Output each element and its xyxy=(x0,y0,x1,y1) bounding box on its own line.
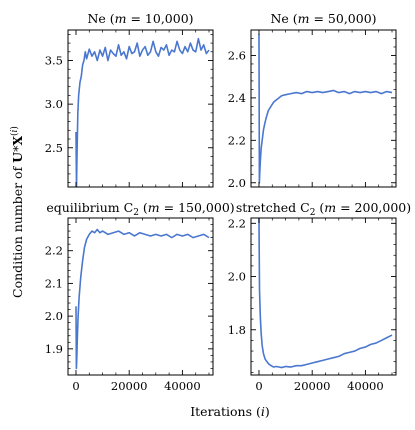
y-tick-label: 2.0 xyxy=(228,176,246,190)
y-tick-label: 1.8 xyxy=(228,323,246,337)
panel-title-3: equilibrium C2 (m = 150,000) xyxy=(46,200,234,218)
panel-1: 2.5 3.0 3.5 xyxy=(45,29,214,188)
y-tick-label: 3.0 xyxy=(45,97,63,111)
y-tick-label: 1.9 xyxy=(45,342,63,356)
series-line-1 xyxy=(75,37,210,187)
panel-title-2: Ne (m = 50,000) xyxy=(270,11,376,26)
panel-3: 0 20000 40000 1.9 2.0 2.1 2.2 xyxy=(45,217,214,393)
y-tick-label: 2.2 xyxy=(228,133,246,147)
panel-title-1: Ne (m = 10,000) xyxy=(87,11,193,26)
y-tick-label: 2.4 xyxy=(228,91,246,105)
x-tick-label: 20000 xyxy=(294,379,331,393)
x-axis-label: Iterations (i) xyxy=(190,404,270,419)
x-tick-label: 40000 xyxy=(164,379,201,393)
axes-frame xyxy=(67,29,214,188)
y-tick-label: 3.5 xyxy=(45,54,63,68)
y-tick-label: 2.2 xyxy=(228,216,246,230)
x-tick-label: 20000 xyxy=(111,379,148,393)
panel-2: 2.0 2.2 2.4 2.6 xyxy=(228,29,397,190)
axes-frame xyxy=(250,217,397,376)
x-tick-label: 0 xyxy=(72,379,79,393)
panel-title-4: stretched C2 (m = 200,000) xyxy=(236,200,411,218)
y-tick-label: 2.0 xyxy=(228,270,246,284)
axes-frame xyxy=(67,217,214,376)
axes-frame xyxy=(250,29,397,188)
series-line-2 xyxy=(258,34,393,184)
y-axis-label: Condition number of U*X(i) xyxy=(9,126,25,298)
y-tick-label: 2.0 xyxy=(45,309,63,323)
series-line-3 xyxy=(75,228,210,370)
y-tick-label: 2.5 xyxy=(45,141,63,155)
x-tick-label: 40000 xyxy=(347,379,384,393)
series-line-4 xyxy=(258,218,393,369)
y-tick-label: 2.6 xyxy=(228,48,246,62)
y-tick-label: 2.2 xyxy=(45,244,63,258)
panel-4: 0 20000 40000 1.8 2.0 2.2 xyxy=(228,216,397,393)
y-tick-label: 2.1 xyxy=(45,276,63,290)
x-tick-label: 0 xyxy=(255,379,262,393)
